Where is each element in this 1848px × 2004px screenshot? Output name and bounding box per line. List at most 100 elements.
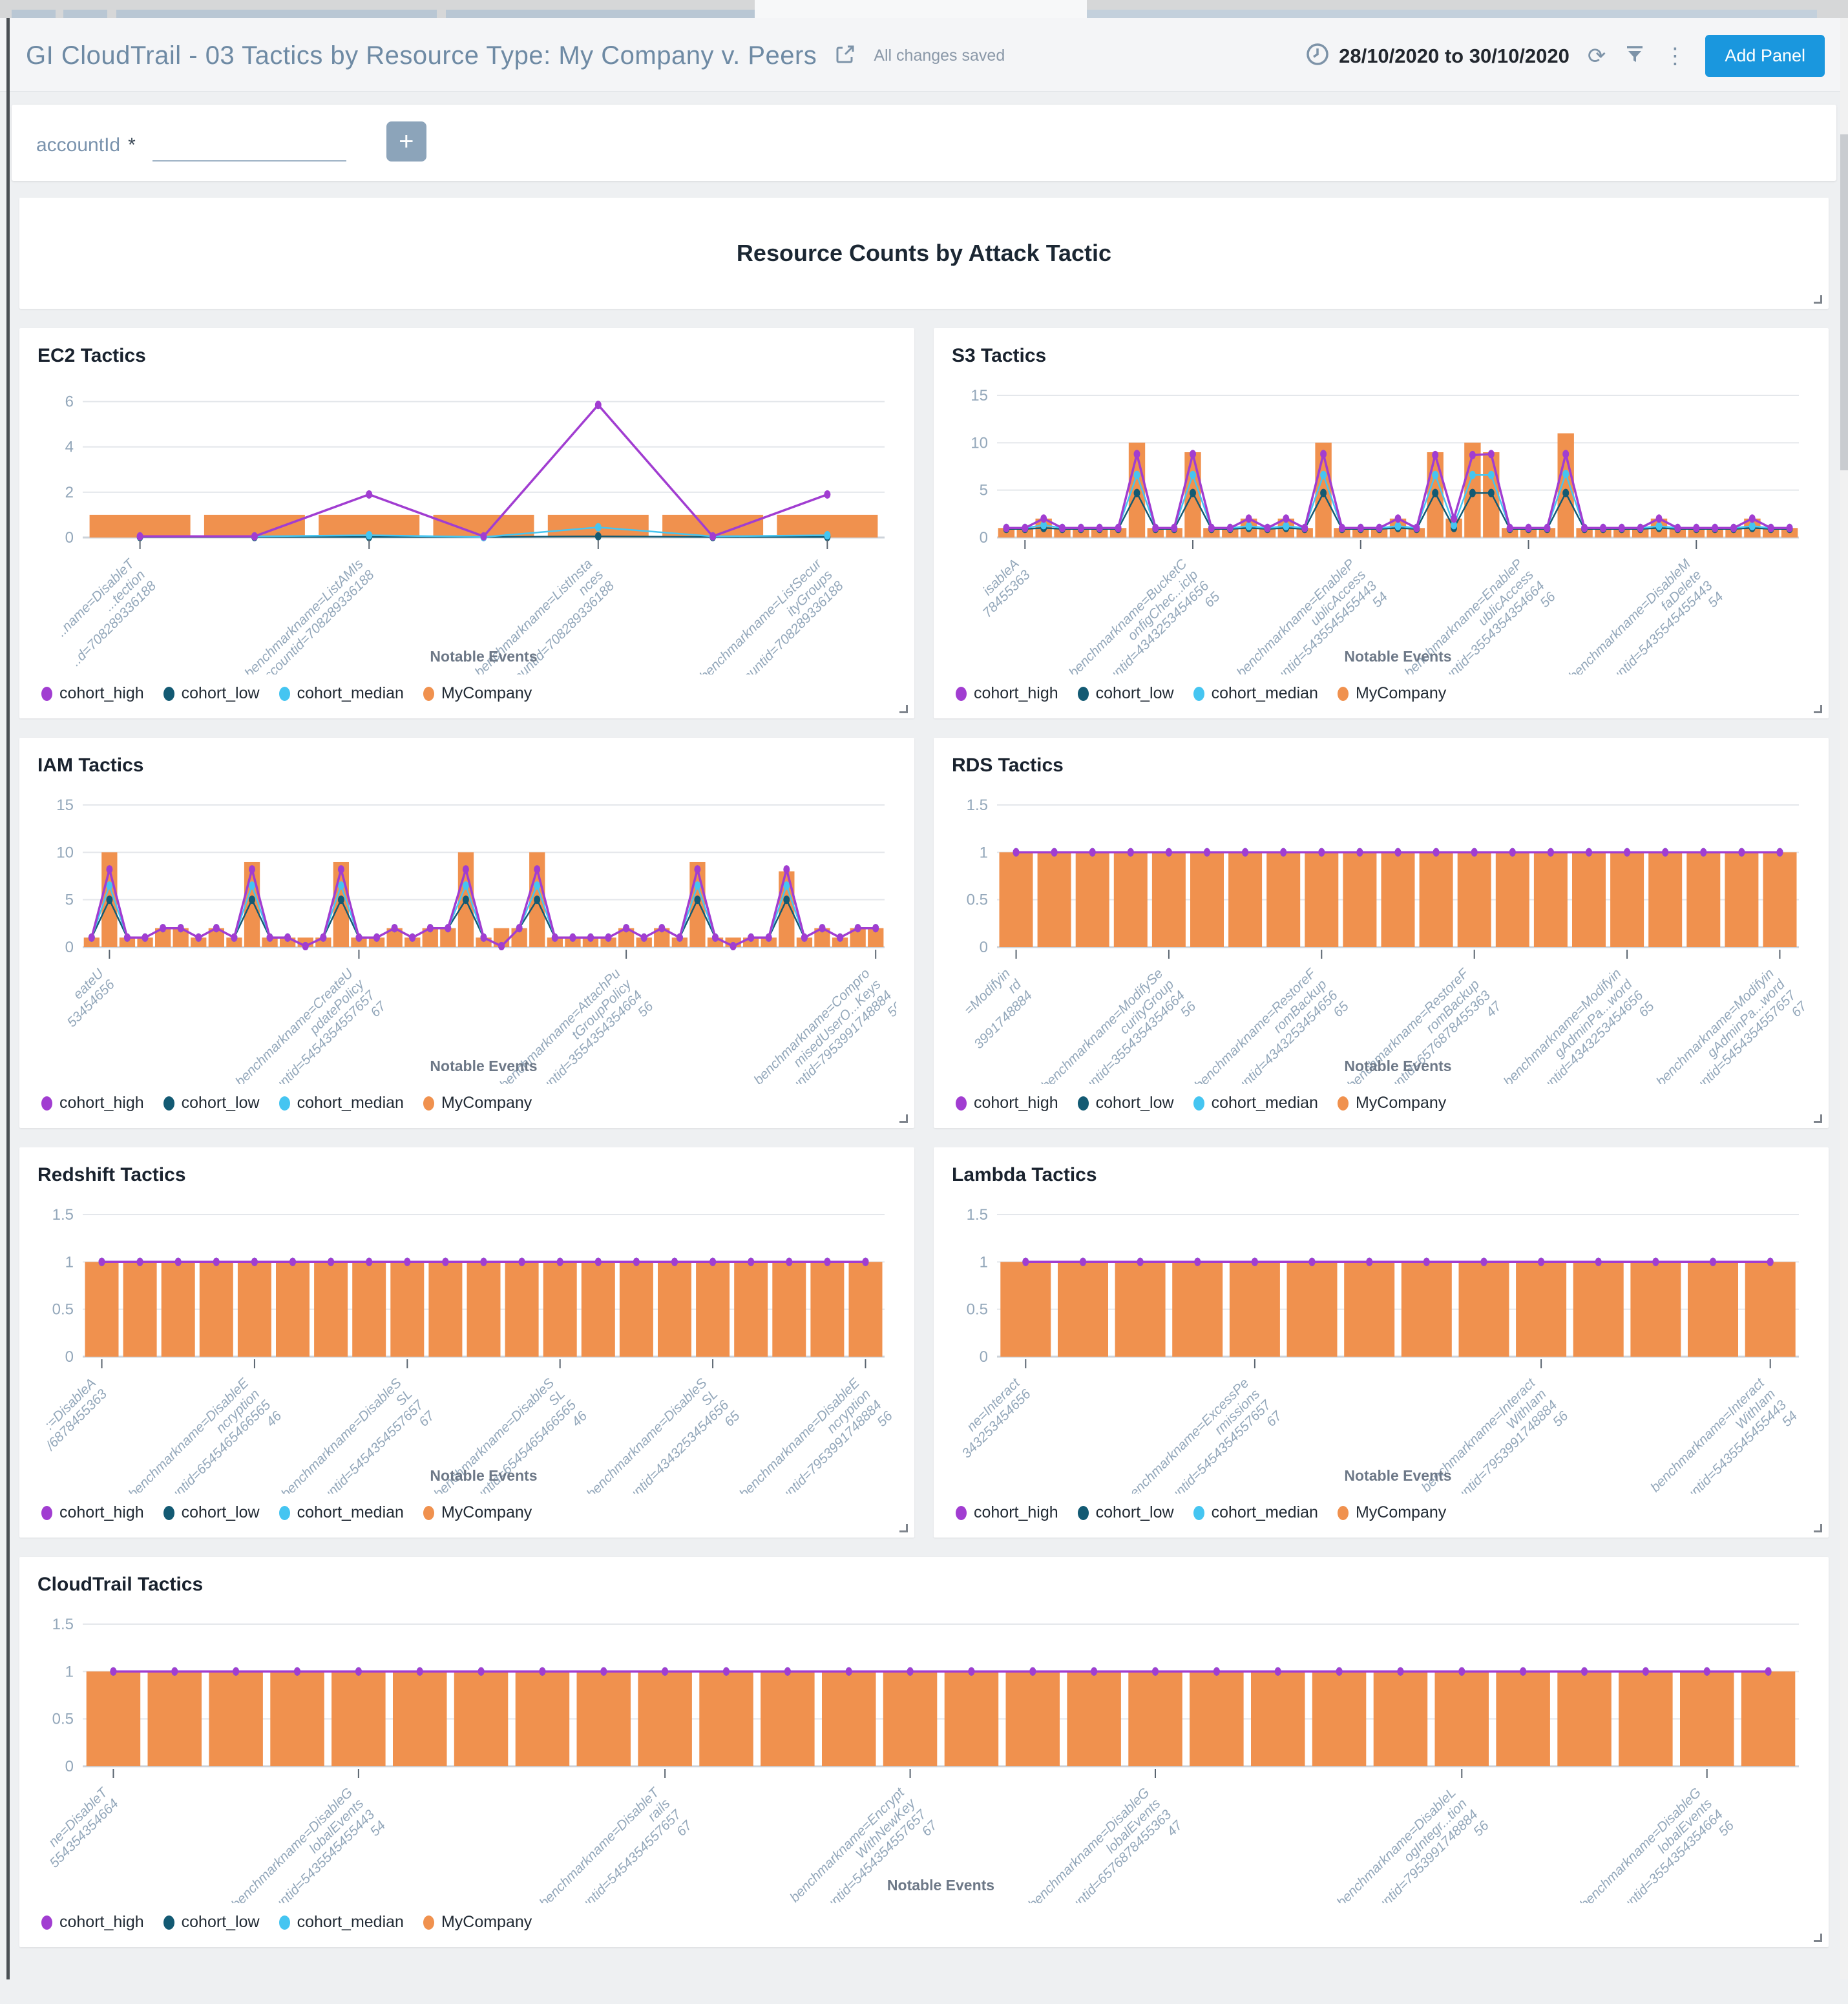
svg-text:0: 0 [65, 1348, 74, 1366]
chart-cloudtrail-tactics[interactable]: 0 0.5 1 1.5 ne=DisableT554354354664 benchmark… [37, 1600, 1811, 1934]
legend-item-cohort_high[interactable]: cohort_high [41, 684, 144, 703]
legend-item-cohort_high[interactable]: cohort_high [41, 1094, 144, 1112]
panel-iam-tactics: IAM Tactics 0 5 10 15 eateU53454656 benchmark… [19, 738, 914, 1128]
chart-legend: cohort_high cohort_low cohort_median MyComp… [952, 1503, 1811, 1522]
chart-title: Lambda Tactics [952, 1164, 1097, 1185]
legend-item-cohort_median[interactable]: cohort_median [278, 684, 404, 703]
chart-rds-tactics[interactable]: 0 0.5 1 1.5 =Modifyinrd3991748884 benchmarkna… [952, 780, 1811, 1114]
legend-item-cohort_median[interactable]: cohort_median [1193, 684, 1318, 703]
legend-item-MyCompany[interactable]: MyCompany [423, 1094, 532, 1112]
add-panel-button[interactable]: Add Panel [1705, 35, 1825, 77]
chart-lambda-tactics[interactable]: 0 0.5 1 1.5 ne=Interact343253454656 benchmark… [952, 1190, 1811, 1524]
legend-item-cohort_low[interactable]: cohort_low [1077, 1094, 1174, 1112]
svg-text:1.5: 1.5 [967, 1206, 988, 1224]
chart-redshift-tactics[interactable]: 0 0.5 1 1.5:=DisableA/6878455363 benchmarkna… [37, 1190, 896, 1524]
filter-bar: accountId * + [12, 105, 1836, 181]
svg-text:1.5: 1.5 [967, 797, 988, 814]
legend-label: cohort_low [181, 684, 260, 702]
svg-text:Notable Events: Notable Events [1344, 648, 1451, 665]
chart-legend: cohort_high cohort_low cohort_median MyComp… [37, 1913, 1811, 1932]
svg-text:Notable Events: Notable Events [430, 648, 537, 665]
legend-item-MyCompany[interactable]: MyCompany [1337, 1094, 1446, 1112]
chart-ec2-tactics[interactable]: 0 2 4 6 ..name=DisableT...tection..d=7082893… [37, 371, 896, 700]
legend-item-cohort_low[interactable]: cohort_low [163, 1503, 260, 1522]
add-filter-value-button[interactable]: + [386, 121, 426, 162]
resize-handle-icon[interactable] [1814, 1114, 1822, 1123]
resize-handle-icon[interactable] [1814, 1524, 1822, 1532]
legend-item-MyCompany[interactable]: MyCompany [1337, 1503, 1447, 1522]
legend-item-cohort_median[interactable]: cohort_median [278, 1094, 404, 1112]
scrollbar-thumb[interactable] [1840, 134, 1848, 470]
kebab-menu-icon[interactable]: ⋮ [1664, 43, 1686, 68]
legend-label: cohort_median [297, 684, 404, 702]
browser-tab-fragment [116, 10, 437, 18]
chart-iam-tactics[interactable]: 0 5 10 15 eateU53454656 benchmarkname=CreateU… [37, 780, 906, 1114]
time-range-picker[interactable]: 28/10/2020 to 30/10/2020 [1305, 42, 1570, 70]
svg-text:2: 2 [65, 484, 74, 501]
browser-tab-fragment [63, 10, 107, 18]
legend-item-cohort_low[interactable]: cohort_low [1077, 1503, 1174, 1522]
panel-lambda-tactics: Lambda Tactics 0 0.5 1 1.5 ne=Interact343253… [934, 1147, 1829, 1538]
legend-swatch [1337, 1505, 1349, 1520]
export-icon[interactable] [834, 43, 857, 69]
refresh-icon[interactable]: ⟳ [1587, 43, 1606, 68]
legend-label: MyCompany [441, 1913, 532, 1931]
legend-swatch [278, 1505, 290, 1520]
svg-text:ne=Interact343253454656: ne=Interact343253454656 [952, 1375, 1034, 1461]
legend-item-cohort_median[interactable]: cohort_median [278, 1913, 404, 1932]
legend-item-cohort_low[interactable]: cohort_low [163, 684, 260, 703]
legend-swatch [1077, 1505, 1089, 1520]
resize-handle-icon[interactable] [899, 1114, 908, 1123]
legend-label: cohort_high [59, 684, 144, 702]
filter-icon[interactable] [1624, 43, 1646, 68]
legend-label: MyCompany [1355, 1503, 1447, 1521]
legend-item-MyCompany[interactable]: MyCompany [423, 1913, 532, 1932]
legend-swatch [423, 1096, 434, 1111]
date-range-value[interactable]: 28/10/2020 to 30/10/2020 [1339, 44, 1570, 67]
svg-text:ne=DisableT554354354664: ne=DisableT554354354664 [37, 1784, 122, 1871]
legend-item-cohort_high[interactable]: cohort_high [956, 1094, 1058, 1112]
legend-item-cohort_high[interactable]: cohort_high [41, 1913, 144, 1932]
legend-swatch [278, 686, 290, 701]
row-1: EC2 Tactics 0 2 4 6 ..name=DisableT...tectio… [19, 328, 1829, 718]
svg-text:1.5: 1.5 [52, 1206, 74, 1224]
svg-text:1: 1 [980, 844, 988, 861]
chart-title: RDS Tactics [952, 755, 1064, 776]
browser-tab-fragment [1087, 10, 1817, 18]
legend-item-cohort_low[interactable]: cohort_low [163, 1094, 260, 1112]
window-left-edge [6, 18, 10, 1979]
accountid-input[interactable] [152, 132, 346, 162]
svg-text:benchmarkname=CompromisedUserO: benchmarkname=CompromisedUserO...Keysacc… [746, 966, 896, 1084]
resize-handle-icon[interactable] [1814, 1934, 1822, 1942]
svg-text::=DisableA/6878455363: :=DisableA/6878455363 [37, 1375, 110, 1454]
svg-text:benchmarkname=ExcessPermission: benchmarkname=ExcessPermissionsaccountid… [1122, 1375, 1285, 1494]
legend-label: cohort_high [974, 1503, 1058, 1521]
legend-item-cohort_high[interactable]: cohort_high [956, 684, 1058, 703]
legend-swatch [41, 1915, 52, 1930]
svg-text:=Modifyinrd3991748884: =Modifyinrd3991748884 [952, 965, 1036, 1052]
svg-text:Notable Events: Notable Events [1344, 1058, 1451, 1074]
legend-item-MyCompany[interactable]: MyCompany [423, 1503, 532, 1522]
resize-handle-icon[interactable] [1814, 705, 1822, 713]
svg-text:Notable Events: Notable Events [887, 1877, 994, 1894]
panel-rds-tactics: RDS Tactics 0 0.5 1 1.5 =Modifyinrd399174888… [934, 738, 1829, 1128]
legend-item-cohort_low[interactable]: cohort_low [163, 1913, 260, 1932]
legend-item-cohort_low[interactable]: cohort_low [1077, 684, 1174, 703]
legend-item-cohort_high[interactable]: cohort_high [41, 1503, 144, 1522]
svg-text:benchmarkname=ListSecurityGrou: benchmarkname=ListSecurityGroupsaccounti… [697, 556, 846, 674]
legend-swatch [1337, 686, 1349, 701]
svg-text:0: 0 [980, 529, 988, 547]
legend-swatch [163, 1915, 174, 1930]
legend-item-cohort_high[interactable]: cohort_high [956, 1503, 1058, 1522]
legend-item-cohort_median[interactable]: cohort_median [278, 1503, 404, 1522]
resize-handle-icon[interactable] [1814, 295, 1822, 304]
scrollbar[interactable] [1840, 18, 1848, 1979]
legend-item-MyCompany[interactable]: MyCompany [423, 684, 532, 703]
legend-item-MyCompany[interactable]: MyCompany [1337, 684, 1446, 703]
legend-swatch [423, 1915, 434, 1930]
resize-handle-icon[interactable] [899, 1524, 908, 1532]
resize-handle-icon[interactable] [899, 705, 908, 713]
legend-item-cohort_median[interactable]: cohort_median [1193, 1094, 1318, 1112]
chart-s3-tactics[interactable]: 0 5 10 15 isableA78455363 benchmarkname=Bucke… [952, 371, 1811, 705]
legend-item-cohort_median[interactable]: cohort_median [1193, 1503, 1318, 1522]
